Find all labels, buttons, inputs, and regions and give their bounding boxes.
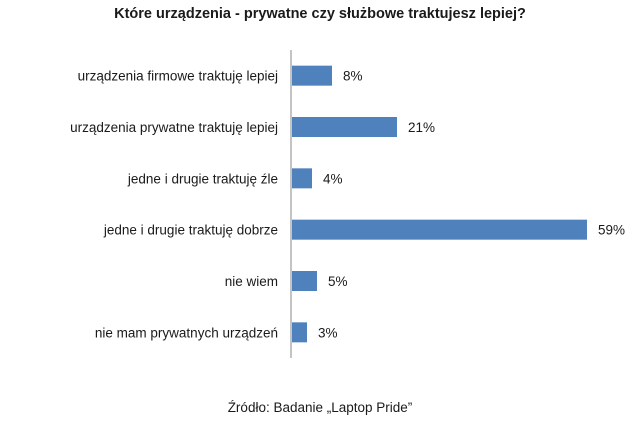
category-label: urządzenia firmowe traktuję lepiej xyxy=(78,69,278,84)
data-label: 3% xyxy=(318,325,338,340)
data-label: 8% xyxy=(343,69,363,84)
bar xyxy=(292,322,307,343)
bar xyxy=(292,219,587,240)
chart-title: Które urządzenia - prywatne czy służbowe… xyxy=(114,6,526,22)
bar xyxy=(292,168,312,189)
bar xyxy=(292,271,317,291)
bars-group: urządzenia firmowe traktuję lepiej 8% urzą… xyxy=(70,65,625,343)
category-label: urządzenia prywatne traktuję lepiej xyxy=(70,120,278,135)
data-label: 59% xyxy=(598,223,625,238)
category-label: nie mam prywatnych urządzeń xyxy=(95,325,278,340)
source-note: Źródło: Badanie „Laptop Pride” xyxy=(227,400,413,415)
data-label: 21% xyxy=(408,120,435,135)
data-label: 5% xyxy=(328,274,348,289)
category-label: jedne i drugie traktuję dobrze xyxy=(103,223,278,238)
category-label: jedne i drugie traktuję źle xyxy=(127,171,278,186)
bar xyxy=(292,117,397,137)
data-label: 4% xyxy=(323,171,343,186)
bar xyxy=(292,65,332,86)
category-label: nie wiem xyxy=(225,274,278,289)
